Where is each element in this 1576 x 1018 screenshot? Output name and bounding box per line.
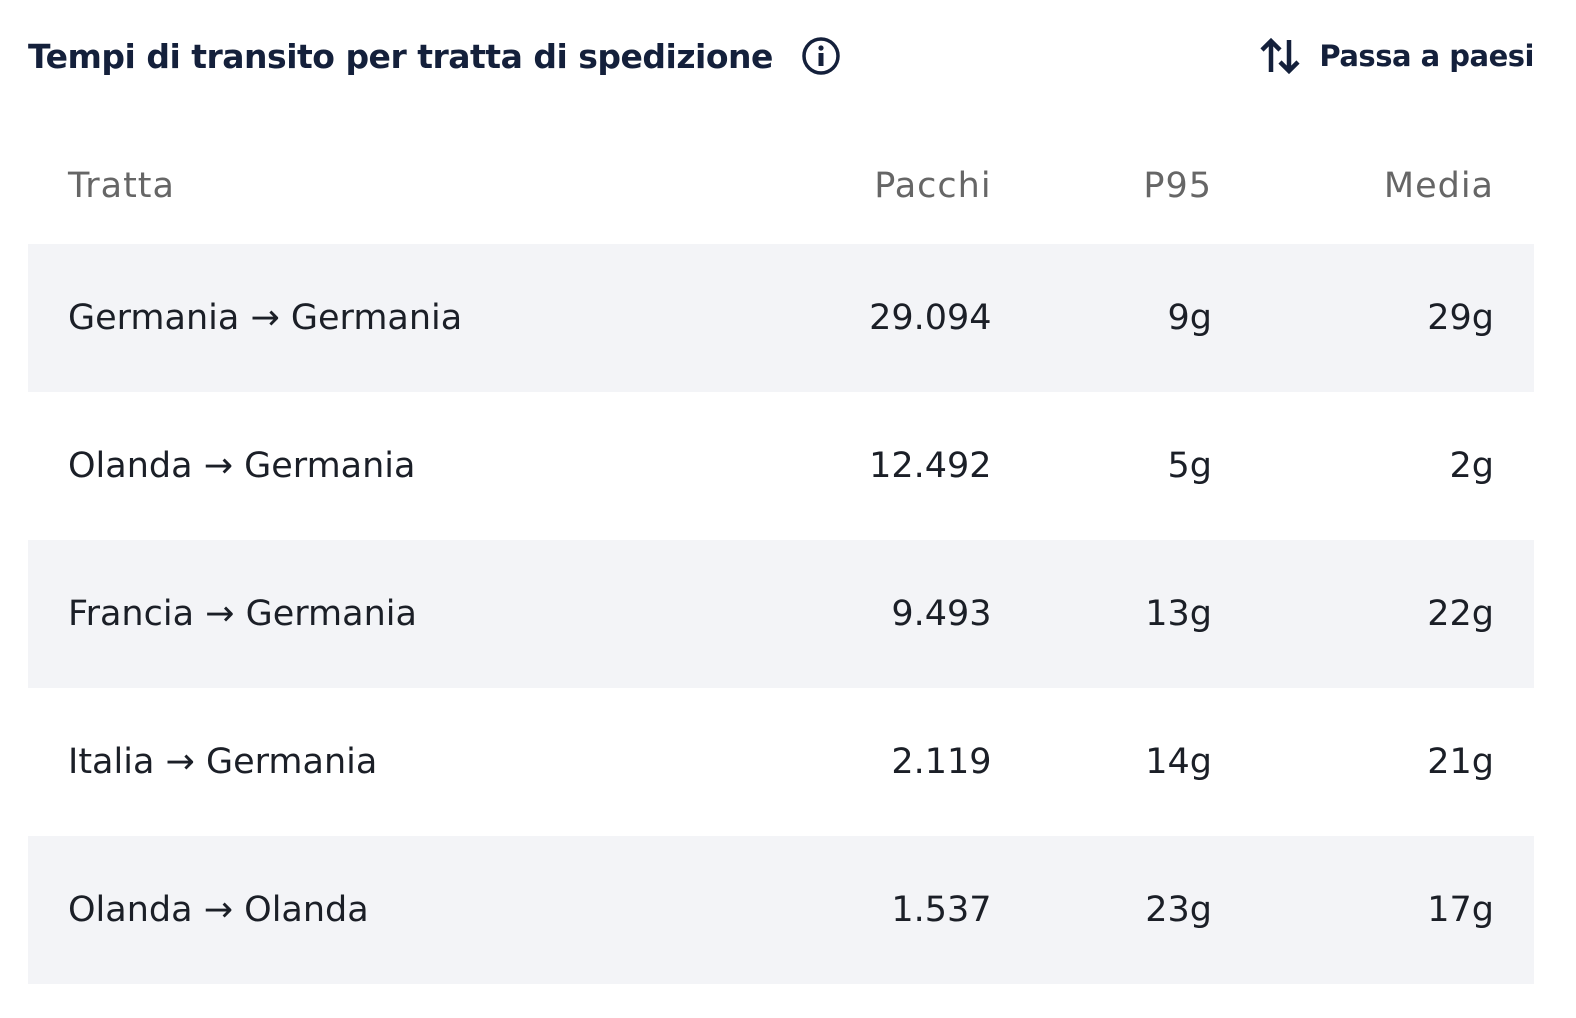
column-header: P95 bbox=[1143, 166, 1213, 206]
table-cell: 9g bbox=[1167, 298, 1213, 338]
header-row: Tratta Pacchi P95 Media bbox=[28, 130, 1534, 244]
table-row: Francia → Germania 9.493 13g 22g bbox=[28, 540, 1534, 688]
table-cell: Germania → Germania bbox=[68, 298, 463, 338]
table-cell: 22g bbox=[1427, 594, 1494, 634]
column-header: Media bbox=[1383, 166, 1494, 206]
table-cell: 17g bbox=[1427, 890, 1494, 930]
column-header: Pacchi bbox=[874, 166, 992, 206]
transit-table: Tratta Pacchi P95 Media Germania → Germania… bbox=[28, 130, 1534, 984]
toggle-label: Passa a paesi bbox=[1319, 39, 1534, 73]
table-body: Germania → Germania 29.094 9g 29g Olanda → G… bbox=[28, 244, 1534, 984]
table-cell: 13g bbox=[1145, 594, 1213, 634]
table-cell: 23g bbox=[1145, 890, 1213, 930]
table-row: Italia → Germania 2.119 14g 21g bbox=[28, 688, 1534, 836]
header: Tempi di transito per tratta di spedizio… bbox=[28, 28, 1534, 84]
table-row: Olanda → Olanda 1.537 23g 17g bbox=[28, 836, 1534, 984]
table-cell: 5g bbox=[1167, 446, 1213, 486]
column-header: Tratta bbox=[68, 166, 175, 206]
swap-icon bbox=[1260, 37, 1300, 75]
table-cell: 29g bbox=[1427, 298, 1494, 338]
table-cell: Francia → Germania bbox=[68, 594, 417, 634]
table-row: Germania → Germania 29.094 9g 29g bbox=[28, 244, 1534, 392]
table-row: Olanda → Germania 12.492 5g 2g bbox=[28, 392, 1534, 540]
table-cell: 21g bbox=[1427, 742, 1494, 782]
title-wrap: Tempi di transito per tratta di spedizio… bbox=[28, 36, 841, 76]
table-cell: Olanda → Olanda bbox=[68, 890, 369, 930]
info-icon[interactable] bbox=[801, 36, 841, 76]
table-cell: 29.094 bbox=[869, 298, 992, 338]
table-cell: 2g bbox=[1449, 446, 1495, 486]
table-cell: Italia → Germania bbox=[68, 742, 378, 782]
toggle-button[interactable]: Passa a paesi bbox=[1259, 36, 1534, 76]
table-cell: Olanda → Germania bbox=[68, 446, 416, 486]
table-cell: 2.119 bbox=[891, 742, 992, 782]
table-cell: 14g bbox=[1145, 742, 1213, 782]
title: Tempi di transito per tratta di spedizio… bbox=[28, 36, 773, 76]
table-cell: 9.493 bbox=[891, 594, 992, 634]
table-cell: 1.537 bbox=[891, 890, 992, 930]
table-cell: 12.492 bbox=[869, 446, 992, 486]
